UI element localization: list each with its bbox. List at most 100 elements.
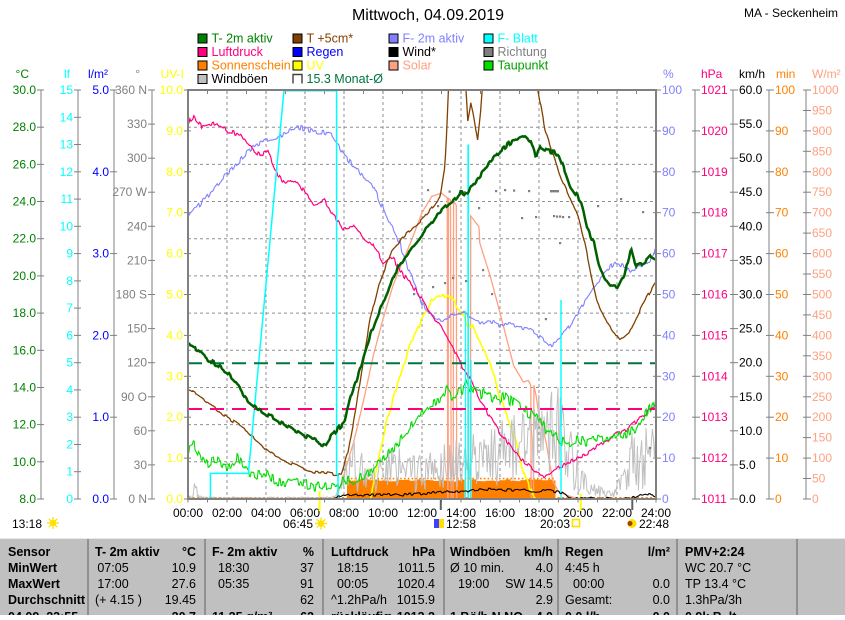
svg-text:50: 50 <box>775 288 789 302</box>
svg-text:Wind*: Wind* <box>403 45 436 59</box>
svg-text:850: 850 <box>812 144 832 158</box>
svg-text:800: 800 <box>812 165 832 179</box>
svg-text:Mittwoch, 04.09.2019: Mittwoch, 04.09.2019 <box>352 7 504 24</box>
svg-text:0: 0 <box>662 492 669 506</box>
svg-text:1019: 1019 <box>701 165 728 179</box>
svg-text:150: 150 <box>812 431 832 445</box>
svg-text:10:00: 10:00 <box>368 506 398 520</box>
svg-text:1011.5: 1011.5 <box>398 561 435 575</box>
svg-text:60: 60 <box>775 247 789 261</box>
svg-text:rückläufig: rückläufig <box>331 610 391 615</box>
svg-text:hPa: hPa <box>412 545 436 559</box>
svg-text:10.0: 10.0 <box>160 83 184 97</box>
svg-text:5: 5 <box>66 356 73 370</box>
svg-text:▲1013.2: ▲1013.2 <box>384 610 435 615</box>
svg-text:250: 250 <box>812 390 832 404</box>
svg-text:T- 2m aktiv: T- 2m aktiv <box>95 545 160 559</box>
svg-text:14: 14 <box>60 110 74 124</box>
svg-text:08:00: 08:00 <box>329 506 359 520</box>
svg-text:700: 700 <box>812 206 832 220</box>
svg-text:Regen: Regen <box>565 545 603 559</box>
svg-text:1013: 1013 <box>701 410 728 424</box>
svg-text:20: 20 <box>662 410 676 424</box>
svg-text:30: 30 <box>662 369 676 383</box>
svg-text:04:00: 04:00 <box>251 506 281 520</box>
svg-text:6.0: 6.0 <box>166 247 183 261</box>
svg-text:19:00: 19:00 <box>458 577 489 591</box>
svg-text:2.9: 2.9 <box>536 593 553 607</box>
svg-text:1014: 1014 <box>701 369 728 383</box>
svg-text:0: 0 <box>66 492 73 506</box>
svg-text:1017: 1017 <box>701 247 728 261</box>
svg-text:20.0: 20.0 <box>739 356 763 370</box>
svg-text:1.0: 1.0 <box>92 410 109 424</box>
svg-text:UV-I: UV-I <box>161 67 184 81</box>
svg-text:20.0: 20.0 <box>13 269 37 283</box>
svg-text:Ø 10 min.: Ø 10 min. <box>450 561 504 575</box>
svg-text:0.0: 0.0 <box>653 610 670 615</box>
svg-text:27.6: 27.6 <box>172 577 196 591</box>
svg-text:0.0: 0.0 <box>739 492 756 506</box>
svg-text:1020.4: 1020.4 <box>397 577 435 591</box>
svg-text:13:18: 13:18 <box>12 517 42 531</box>
svg-text:80: 80 <box>662 165 676 179</box>
svg-text:5.0: 5.0 <box>739 458 756 472</box>
svg-text:1020: 1020 <box>701 124 728 138</box>
svg-text:900: 900 <box>812 124 832 138</box>
svg-text:hPa: hPa <box>701 67 723 81</box>
svg-text:1021: 1021 <box>701 83 728 97</box>
svg-text:0.0: 0.0 <box>653 593 670 607</box>
svg-text:18:00: 18:00 <box>524 506 554 520</box>
svg-text:1011: 1011 <box>701 492 727 506</box>
svg-text:4.0: 4.0 <box>536 561 553 575</box>
svg-text:80: 80 <box>775 165 789 179</box>
svg-text:26.0: 26.0 <box>13 157 37 171</box>
svg-text:20.7: 20.7 <box>172 610 196 615</box>
svg-text:270 W: 270 W <box>112 185 147 199</box>
svg-text:180 S: 180 S <box>116 288 147 302</box>
svg-text:62: 62 <box>300 610 314 615</box>
svg-text:l/m²: l/m² <box>88 67 108 81</box>
svg-text:0.0: 0.0 <box>653 577 670 591</box>
svg-text:1015: 1015 <box>701 328 728 342</box>
svg-text:24:00: 24:00 <box>641 506 671 520</box>
svg-text:Gesamt:: Gesamt: <box>565 593 612 607</box>
svg-text:50: 50 <box>812 472 826 486</box>
svg-text:0.0: 0.0 <box>92 492 109 506</box>
svg-text:950: 950 <box>812 104 832 118</box>
svg-text:PMV+2:24: PMV+2:24 <box>685 545 744 559</box>
svg-text:WC 20.7 °C: WC 20.7 °C <box>685 561 751 575</box>
svg-text:350: 350 <box>812 349 832 363</box>
svg-text:22:48: 22:48 <box>639 517 669 531</box>
svg-text:10: 10 <box>775 451 789 465</box>
svg-text:T +5cm*: T +5cm* <box>307 32 354 46</box>
svg-text:00:00: 00:00 <box>573 577 604 591</box>
svg-text:20:03: 20:03 <box>540 517 570 531</box>
svg-text:300: 300 <box>127 151 147 165</box>
svg-text:0: 0 <box>775 492 782 506</box>
svg-text:70: 70 <box>775 206 789 220</box>
svg-text:11.25 g/m³: 11.25 g/m³ <box>212 610 272 615</box>
svg-text:(+ 4.15 ): (+ 4.15 ) <box>95 593 142 607</box>
svg-text:100: 100 <box>662 83 682 97</box>
svg-text:40: 40 <box>662 328 676 342</box>
svg-text:62: 62 <box>300 593 314 607</box>
svg-text:l/m²: l/m² <box>648 545 670 559</box>
svg-text:4.0: 4.0 <box>92 165 109 179</box>
svg-text:12: 12 <box>60 165 74 179</box>
svg-text:Windböen: Windböen <box>212 72 268 86</box>
svg-text:min: min <box>776 67 795 81</box>
svg-text:450: 450 <box>812 308 832 322</box>
svg-text:TP 13.4 °C: TP 13.4 °C <box>685 577 746 591</box>
svg-text:7: 7 <box>66 301 73 315</box>
svg-text:300: 300 <box>812 369 832 383</box>
svg-text:15: 15 <box>60 83 74 97</box>
svg-text:24.0: 24.0 <box>13 195 37 209</box>
svg-text:6: 6 <box>66 328 73 342</box>
svg-text:1 Bö/h N NO: 1 Bö/h N NO <box>450 610 523 615</box>
svg-text:06:00: 06:00 <box>290 506 320 520</box>
svg-text:90: 90 <box>775 124 789 138</box>
svg-text:5.0: 5.0 <box>166 288 183 302</box>
svg-text:70: 70 <box>662 206 676 220</box>
svg-text:10.0: 10.0 <box>13 455 37 469</box>
